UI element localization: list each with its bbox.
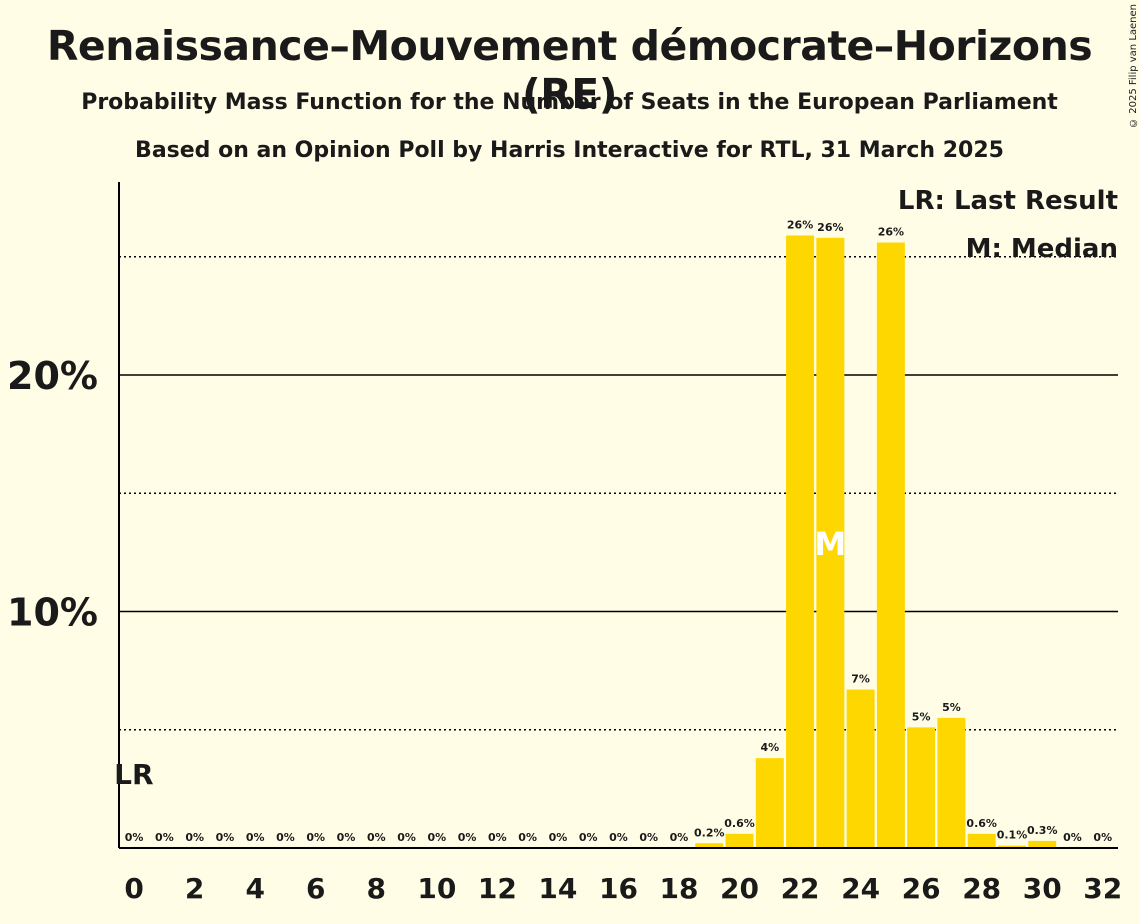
bar-data-labels: 0% 0% 0% 0% 0% 0% 0% 0% 0% 0% 0% 0% 0% 0% 0% 0% 0% 0% 0% 0.…	[125, 218, 1112, 844]
x-tick-label: 26	[902, 872, 941, 905]
bar-seat-20	[725, 833, 754, 848]
x-tick-label: 18	[660, 872, 699, 905]
x-tick-label: 30	[1023, 872, 1062, 905]
bar-label-seat-28: 0.6%	[966, 817, 997, 830]
bar-label-seat-3: 0%	[216, 831, 235, 844]
bar-seat-19	[695, 843, 724, 848]
x-tick-label: 20	[720, 872, 759, 905]
x-tick-label: 8	[367, 872, 386, 905]
y-tick-label: 10%	[7, 591, 98, 635]
x-tick-label: 4	[245, 872, 264, 905]
bar-label-seat-16: 0%	[609, 831, 628, 844]
bar-label-seat-32: 0%	[1093, 831, 1112, 844]
bar-seat-30	[1028, 840, 1057, 848]
last-result-marker: LR	[114, 758, 153, 791]
x-tick-label: 16	[599, 872, 638, 905]
bar-label-seat-13: 0%	[518, 831, 537, 844]
bar-label-seat-18: 0%	[670, 831, 689, 844]
bar-label-seat-17: 0%	[639, 831, 658, 844]
bar-label-seat-30: 0.3%	[1027, 824, 1058, 837]
bar-label-seat-6: 0%	[306, 831, 325, 844]
bar-seat-21	[755, 758, 784, 848]
y-axis-tick-labels: 10% 20%	[7, 354, 98, 635]
bar-label-seat-24: 7%	[851, 673, 870, 686]
bar-label-seat-23: 26%	[817, 221, 843, 234]
x-tick-label: 14	[538, 872, 577, 905]
median-marker: M	[814, 525, 846, 563]
bar-seat-23	[816, 237, 845, 848]
bar-label-seat-0: 0%	[125, 831, 144, 844]
gridlines	[119, 256, 1118, 731]
bars	[695, 235, 1057, 849]
bar-label-seat-9: 0%	[397, 831, 416, 844]
x-tick-label: 12	[478, 872, 517, 905]
bar-seat-27	[937, 717, 966, 848]
bar-label-seat-29: 0.1%	[997, 829, 1028, 842]
bar-label-seat-1: 0%	[155, 831, 174, 844]
bar-label-seat-21: 4%	[760, 741, 779, 754]
bar-label-seat-27: 5%	[942, 701, 961, 714]
bar-label-seat-8: 0%	[367, 831, 386, 844]
chart-subtitle: Probability Mass Function for the Number…	[81, 90, 1058, 115]
bar-label-seat-31: 0%	[1063, 831, 1082, 844]
bar-label-seat-2: 0%	[185, 831, 204, 844]
x-axis-tick-labels: 0 2 4 6 8 10 12 14 16 18 20 22 24 26 28 30 32	[124, 872, 1122, 905]
chart-source-line: Based on an Opinion Poll by Harris Inter…	[135, 138, 1004, 163]
bar-label-seat-20: 0.6%	[724, 817, 755, 830]
bar-seat-24	[846, 689, 875, 848]
bar-label-seat-22: 26%	[787, 218, 813, 231]
chart-title: Renaissance–Mouvement démocrate–Horizons…	[46, 22, 1093, 118]
legend-median: M: Median	[966, 234, 1118, 264]
bar-label-seat-10: 0%	[427, 831, 446, 844]
x-tick-label: 6	[306, 872, 325, 905]
bar-label-seat-25: 26%	[878, 226, 904, 239]
bar-label-seat-4: 0%	[246, 831, 265, 844]
bar-seat-29	[997, 845, 1026, 848]
y-tick-label: 20%	[7, 354, 98, 398]
bar-label-seat-11: 0%	[458, 831, 477, 844]
bar-label-seat-7: 0%	[337, 831, 356, 844]
bar-label-seat-19: 0.2%	[694, 826, 725, 839]
bar-label-seat-26: 5%	[912, 710, 931, 723]
bar-label-seat-5: 0%	[276, 831, 295, 844]
x-tick-label: 24	[841, 872, 880, 905]
bar-seat-26	[907, 727, 936, 848]
bar-seat-25	[876, 242, 905, 848]
bar-seat-22	[786, 235, 815, 849]
x-tick-label: 32	[1083, 872, 1122, 905]
bar-seat-28	[967, 833, 996, 848]
x-tick-label: 22	[781, 872, 820, 905]
x-tick-label: 28	[962, 872, 1001, 905]
bar-label-seat-12: 0%	[488, 831, 507, 844]
x-tick-label: 2	[185, 872, 204, 905]
bar-label-seat-14: 0%	[549, 831, 568, 844]
legend-last-result: LR: Last Result	[898, 186, 1118, 216]
x-tick-label: 0	[124, 872, 143, 905]
x-tick-label: 10	[417, 872, 456, 905]
bar-label-seat-15: 0%	[579, 831, 598, 844]
